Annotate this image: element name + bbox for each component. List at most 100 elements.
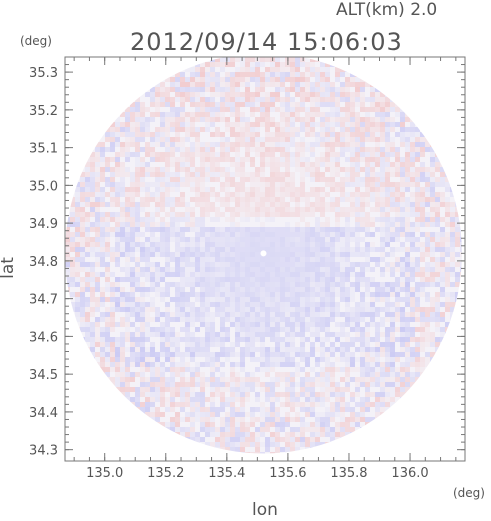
field-cell [190, 87, 195, 92]
field-cell [275, 272, 280, 277]
field-cell [250, 212, 255, 217]
field-cell [270, 287, 275, 292]
field-cell [270, 392, 275, 397]
field-cell [350, 342, 355, 347]
field-cell [295, 142, 300, 147]
field-cell [195, 442, 200, 447]
field-cell [275, 327, 280, 332]
field-cell [255, 297, 260, 302]
field-cell [255, 197, 260, 202]
field-cell [385, 142, 390, 147]
field-cell [290, 132, 295, 137]
field-cell [80, 182, 85, 187]
field-cell [410, 357, 415, 362]
field-cell [290, 307, 295, 312]
field-cell [390, 287, 395, 292]
field-cell [345, 182, 350, 187]
field-cell [140, 347, 145, 352]
field-cell [230, 207, 235, 212]
field-cell [350, 432, 355, 437]
field-cell [395, 317, 400, 322]
field-cell [240, 247, 245, 252]
field-cell [195, 127, 200, 132]
field-cell [380, 407, 385, 412]
field-cell [205, 352, 210, 357]
field-cell [125, 307, 130, 312]
field-cell [290, 262, 295, 267]
field-cell [315, 247, 320, 252]
field-cell [265, 207, 270, 212]
field-cell [85, 317, 90, 322]
field-cell [240, 292, 245, 297]
field-cell [330, 372, 335, 377]
field-cell [400, 182, 405, 187]
field-cell [280, 242, 285, 247]
field-cell [105, 157, 110, 162]
field-cell [120, 142, 125, 147]
field-cell [305, 452, 310, 454]
field-cell [210, 372, 215, 377]
field-cell [375, 142, 380, 147]
field-cell [405, 177, 410, 182]
field-cell [165, 272, 170, 277]
field-cell [145, 292, 150, 297]
field-cell [445, 232, 450, 237]
field-cell [335, 437, 340, 442]
field-cell [230, 112, 235, 117]
field-cell [415, 357, 420, 362]
field-cell [300, 192, 305, 197]
field-cell [415, 197, 420, 202]
field-cell [415, 217, 420, 222]
field-cell [460, 217, 462, 222]
field-cell [355, 77, 360, 82]
field-cell [260, 342, 265, 347]
field-cell [285, 172, 290, 177]
field-cell [220, 202, 225, 207]
field-cell [385, 347, 390, 352]
field-cell [65, 222, 70, 227]
field-cell [290, 77, 295, 82]
field-cell [240, 297, 245, 302]
field-cell [255, 122, 260, 127]
field-cell [135, 337, 140, 342]
field-cell [390, 332, 395, 337]
field-cell [150, 422, 155, 427]
field-cell [235, 312, 240, 317]
field-cell [235, 167, 240, 172]
field-cell [460, 247, 462, 252]
field-cell [290, 97, 295, 102]
field-cell [245, 62, 250, 67]
field-cell [265, 272, 270, 277]
field-cell [290, 142, 295, 147]
field-cell [125, 167, 130, 172]
field-cell [260, 212, 265, 217]
field-cell [435, 217, 440, 222]
field-cell [120, 192, 125, 197]
field-cell [120, 362, 125, 367]
field-cell [375, 342, 380, 347]
field-cell [325, 217, 330, 222]
field-cell [405, 392, 410, 397]
field-cell [195, 347, 200, 352]
field-cell [180, 387, 185, 392]
field-cell [135, 312, 140, 317]
field-cell [290, 312, 295, 317]
field-cell [95, 152, 100, 157]
field-cell [250, 202, 255, 207]
field-cell [355, 322, 360, 327]
field-cell [260, 117, 265, 122]
field-cell [210, 357, 215, 362]
field-cell [235, 137, 240, 142]
field-cell [310, 352, 315, 357]
field-cell [460, 262, 462, 267]
field-cell [450, 282, 455, 287]
field-cell [215, 92, 220, 97]
field-cell [225, 327, 230, 332]
field-cell [180, 292, 185, 297]
field-cell [235, 227, 240, 232]
field-cell [135, 302, 140, 307]
field-cell [265, 302, 270, 307]
field-cell [340, 322, 345, 327]
field-cell [230, 382, 235, 387]
field-cell [165, 172, 170, 177]
